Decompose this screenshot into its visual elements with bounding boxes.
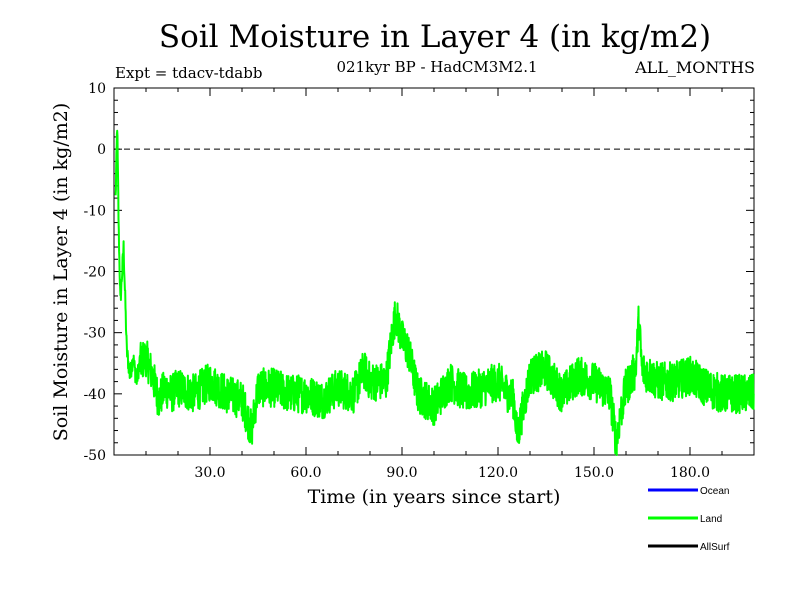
x-axis-label: Time (in years since start) bbox=[308, 486, 561, 508]
y-tick-label: -10 bbox=[83, 203, 106, 219]
x-tick-label: 90.0 bbox=[386, 465, 417, 481]
y-tick-label: -20 bbox=[83, 265, 106, 281]
legend-label-allsurf: AllSurf bbox=[700, 542, 730, 553]
y-axis: 10 0 -10 -20 -30 -40 -50 bbox=[83, 81, 754, 464]
y-tick-label: -30 bbox=[83, 326, 106, 342]
x-tick-label: 60.0 bbox=[290, 465, 321, 481]
x-tick-label: 30.0 bbox=[194, 465, 225, 481]
land-series-line bbox=[114, 129, 755, 456]
legend: Ocean Land AllSurf bbox=[648, 486, 730, 553]
model-label: 021kyr BP - HadCM3M2.1 bbox=[336, 58, 537, 76]
y-tick-label: 10 bbox=[88, 81, 106, 97]
chart-title: Soil Moisture in Layer 4 (in kg/m2) bbox=[159, 19, 711, 55]
x-tick-label: 120.0 bbox=[478, 465, 518, 481]
y-tick-label: 0 bbox=[97, 142, 106, 158]
legend-label-land: Land bbox=[700, 514, 722, 525]
x-tick-label: 180.0 bbox=[670, 465, 710, 481]
y-axis-label: Soil Moisture in Layer 4 (in kg/m2) bbox=[50, 103, 72, 442]
y-tick-label: -50 bbox=[83, 448, 106, 464]
x-tick-label: 150.0 bbox=[574, 465, 614, 481]
x-axis: 30.0 60.0 90.0 120.0 150.0 180.0 bbox=[145, 88, 723, 481]
experiment-label: Expt = tdacv-tdabb bbox=[115, 64, 262, 82]
legend-label-ocean: Ocean bbox=[700, 486, 729, 497]
months-label: ALL_MONTHS bbox=[634, 58, 755, 77]
y-tick-label: -40 bbox=[83, 387, 106, 403]
